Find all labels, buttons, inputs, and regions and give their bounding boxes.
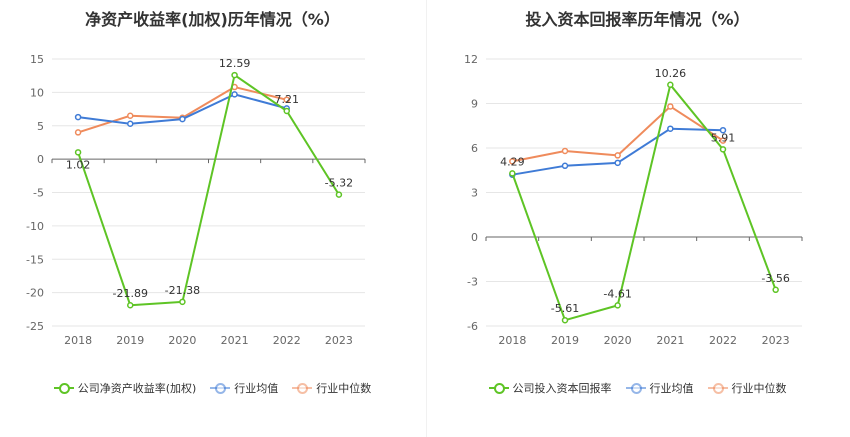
x-tick-label: 2021	[656, 334, 684, 347]
data-point[interactable]	[283, 96, 290, 103]
legend-swatch-icon	[292, 382, 313, 394]
chart-title: 净资产收益率(加权)历年情况（%）	[85, 10, 340, 29]
legend-swatch-icon	[53, 382, 74, 394]
y-tick-label: 3	[471, 187, 478, 200]
y-tick-label: 0	[37, 153, 44, 166]
panel-divider	[426, 0, 427, 437]
data-label: 12.59	[219, 57, 251, 70]
data-point[interactable]	[127, 301, 134, 309]
data-point[interactable]	[231, 91, 238, 98]
legend-swatch-icon	[488, 382, 509, 394]
roe-line-chart: 15 10 5 0 -5 -10 -15 -20 -25 2018 2019 2020 2021 2022…	[26, 53, 366, 347]
y-tick-label: -20	[26, 287, 44, 300]
data-point[interactable]	[74, 113, 82, 121]
x-tick-label: 2023	[325, 334, 353, 347]
data-label: 5.91	[711, 131, 736, 144]
x-tick-label: 2018	[498, 334, 526, 347]
legend-label: 行业均值	[649, 382, 694, 395]
data-point[interactable]	[335, 191, 343, 198]
data-label: -5.61	[551, 302, 579, 315]
data-point[interactable]	[127, 112, 134, 119]
y-tick-label: 9	[471, 98, 478, 111]
data-point[interactable]	[614, 302, 621, 309]
data-label: 7.21	[275, 93, 300, 106]
roe-chart-panel: 净资产收益率(加权)历年情况（%） 15 10 5 0 -5 -10 -15 -20 -25 20…	[0, 10, 425, 396]
y-tick-label: -15	[26, 253, 44, 266]
legend-label: 公司投入资本回报率	[512, 382, 612, 395]
data-point[interactable]	[283, 107, 290, 115]
legend-item[interactable]: 行业均值	[625, 380, 694, 396]
legend-swatch-icon	[707, 382, 728, 394]
data-label: 1.02	[66, 158, 91, 171]
y-tick-label: -25	[26, 320, 44, 333]
y-tick-label: 5	[37, 120, 44, 133]
data-point[interactable]	[667, 125, 674, 132]
data-point[interactable]	[179, 298, 186, 306]
data-point[interactable]	[719, 126, 727, 134]
roic-line-chart: 12 9 6 3 0 -3 -6 2018 2019 2020 2021 2022 2023 4.29 -5…	[464, 53, 803, 347]
legend-item[interactable]: 行业中位数	[707, 380, 787, 396]
series-line	[77, 74, 340, 307]
x-tick-label: 2020	[604, 334, 632, 347]
legend-label: 公司净资产收益率(加权)	[77, 382, 197, 395]
data-point[interactable]	[614, 152, 621, 159]
x-tick-label: 2018	[64, 334, 92, 347]
roic-chart-panel: 投入资本回报率历年情况（%） 12 9 6 3 0 -3 -6 2018 2019 2020 202…	[425, 0, 850, 437]
legend-item[interactable]: 行业均值	[210, 380, 278, 396]
legend-swatch-icon	[625, 382, 646, 394]
data-point[interactable]	[561, 162, 569, 170]
x-tick-label: 2022	[273, 334, 301, 347]
data-point[interactable]	[74, 149, 82, 156]
y-tick-label: 0	[471, 231, 478, 244]
data-label: -3.56	[761, 272, 789, 285]
series-line	[512, 127, 724, 176]
y-tick-label: 10	[30, 86, 44, 99]
data-point[interactable]	[667, 103, 674, 110]
data-point[interactable]	[561, 147, 569, 155]
data-point[interactable]	[509, 158, 516, 165]
y-tick-label: -3	[467, 276, 478, 289]
data-label: 10.26	[655, 67, 687, 80]
y-tick-label: 12	[464, 53, 478, 66]
legend-label: 行业中位数	[316, 382, 372, 395]
legend-item[interactable]: 行业中位数	[292, 380, 371, 396]
data-label: -4.61	[603, 287, 631, 300]
data-point[interactable]	[667, 81, 674, 89]
data-point[interactable]	[231, 71, 238, 79]
x-tick-label: 2019	[116, 334, 144, 347]
x-tick-label: 2023	[762, 334, 790, 347]
data-label: 4.29	[500, 155, 524, 168]
data-point[interactable]	[561, 316, 569, 324]
series-line	[511, 83, 777, 322]
x-tick-label: 2022	[709, 334, 737, 347]
chart-legend: 公司净资产收益率(加权) 行业均值 行业中位数	[0, 380, 425, 396]
data-label: -5.32	[325, 177, 353, 190]
y-tick-label: 6	[471, 142, 478, 155]
legend-label: 行业均值	[234, 382, 279, 395]
chart-legend: 公司投入资本回报率 行业均值 行业中位数	[425, 380, 850, 396]
x-tick-label: 2020	[168, 334, 196, 347]
data-point[interactable]	[179, 115, 186, 123]
y-tick-label: 15	[30, 53, 44, 66]
data-point[interactable]	[127, 120, 134, 127]
x-tick-label: 2019	[551, 334, 579, 347]
data-point[interactable]	[772, 286, 779, 294]
y-tick-label: -5	[33, 187, 44, 200]
data-point[interactable]	[509, 170, 516, 177]
y-tick-label: -10	[26, 220, 44, 233]
data-label: -21.89	[113, 287, 148, 300]
y-tick-label: -6	[467, 320, 478, 333]
data-point[interactable]	[614, 159, 621, 167]
legend-swatch-icon	[210, 382, 231, 394]
chart-title: 投入资本回报率历年情况（%）	[525, 10, 750, 29]
legend-item[interactable]: 公司投入资本回报率	[488, 380, 612, 396]
data-point[interactable]	[719, 146, 727, 153]
legend-item[interactable]: 公司净资产收益率(加权)	[53, 380, 197, 396]
legend-label: 行业中位数	[731, 382, 787, 395]
data-point[interactable]	[719, 137, 727, 144]
data-point[interactable]	[74, 129, 82, 136]
data-label: -21.38	[165, 284, 200, 297]
x-tick-label: 2021	[221, 334, 249, 347]
